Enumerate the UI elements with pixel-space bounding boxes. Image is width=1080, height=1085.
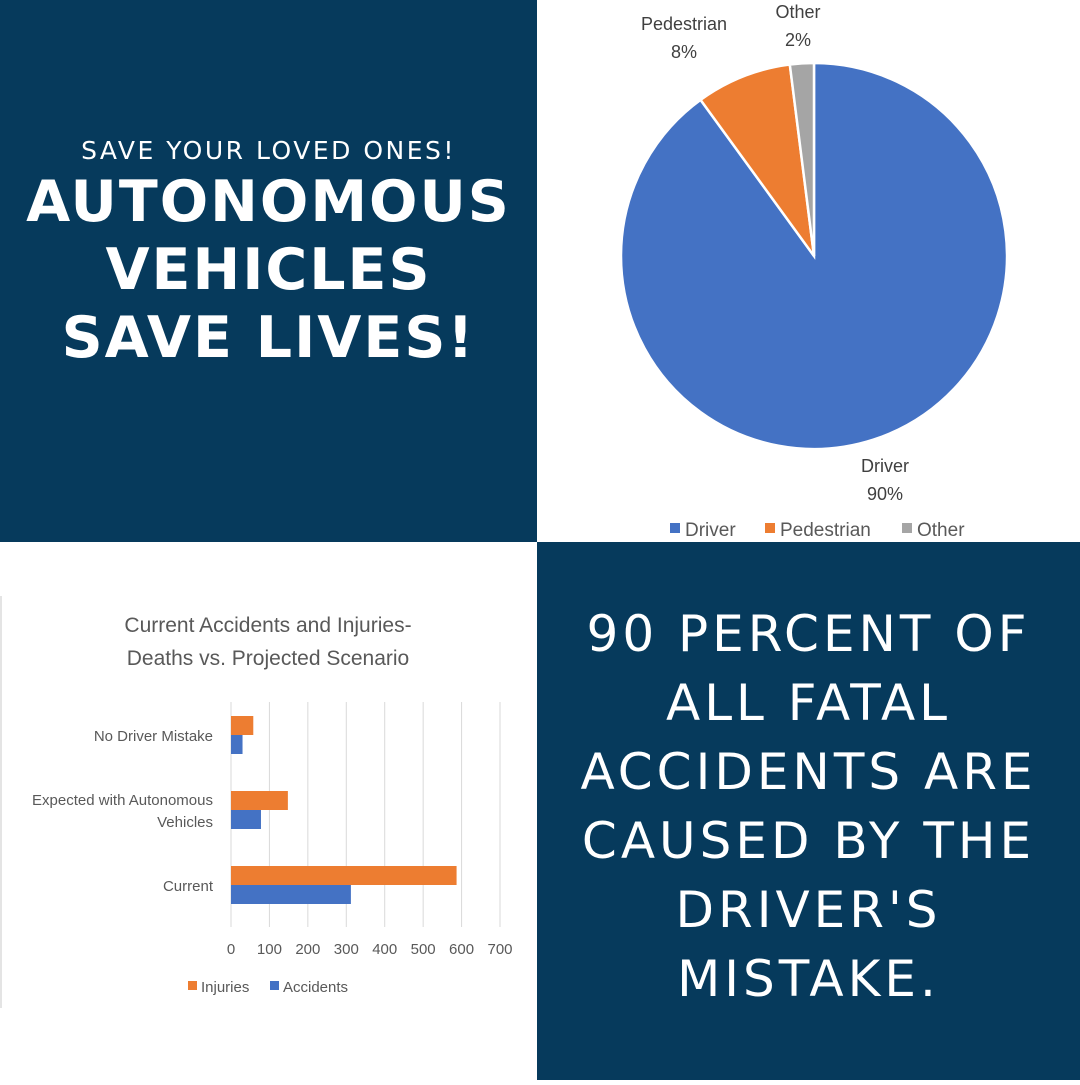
statement-line: ALL FATAL — [665, 674, 952, 732]
legend-swatch-pedestrian — [765, 523, 775, 533]
chart-border — [0, 596, 2, 1008]
x-tick-label: 500 — [411, 941, 436, 958]
legend-label: Driver — [685, 520, 736, 541]
statement-line: CAUSED BY THE — [581, 812, 1036, 870]
headline: AUTONOMOUS VEHICLES SAVE LIVES! — [0, 168, 537, 372]
x-tick-label: 300 — [334, 941, 359, 958]
headline-line: VEHICLES — [105, 237, 432, 303]
category-label: Current — [163, 878, 214, 895]
legend-swatch-accidents — [270, 981, 279, 990]
bar-accidents — [231, 885, 351, 904]
bar-injuries — [231, 716, 254, 735]
legend-swatch-driver — [670, 523, 680, 533]
legend-label: Injuries — [201, 979, 249, 996]
legend-swatch-other — [902, 523, 912, 533]
headline-line: AUTONOMOUS — [26, 169, 511, 235]
category-label: Expected with Autonomous — [32, 792, 213, 809]
statement-line: DRIVER'S — [675, 881, 942, 939]
x-tick-label: 700 — [487, 941, 512, 958]
pie-slice-other — [788, 61, 816, 257]
pie-label-value: 8% — [671, 42, 697, 62]
bar-chart: Current Accidents and Injuries- Deaths vs… — [32, 614, 512, 996]
headline-panel: SAVE YOUR LOVED ONES! AUTONOMOUS VEHICLE… — [0, 0, 537, 542]
bar-accidents — [231, 810, 261, 829]
bar-injuries — [231, 866, 457, 885]
x-tick-label: 400 — [372, 941, 397, 958]
x-tick-label: 0 — [227, 941, 235, 958]
category-label: No Driver Mistake — [94, 728, 213, 745]
x-tick-label: 200 — [295, 941, 320, 958]
legend-swatch-injuries — [188, 981, 197, 990]
statement-line: 90 PERCENT OF — [586, 605, 1031, 663]
pie-slice-pedestrian — [698, 63, 816, 257]
tagline: SAVE YOUR LOVED ONES! — [81, 136, 456, 165]
pie-chart: Driver 90% Pedestrian 8% Other 2% Driver Pedes… — [619, 2, 1009, 541]
pie-label-name: Driver — [861, 456, 909, 476]
x-tick-label: 600 — [449, 941, 474, 958]
category-label: Vehicles — [157, 814, 213, 831]
pie-label-name: Pedestrian — [641, 14, 727, 34]
statement-panel: 90 PERCENT OF ALL FATAL ACCIDENTS ARE CA… — [537, 542, 1080, 1080]
bar-chart-title: Deaths vs. Projected Scenario — [127, 647, 409, 670]
legend-label: Pedestrian — [780, 520, 871, 541]
pie-label-name: Other — [775, 2, 820, 22]
bar-chart-panel: Current Accidents and Injuries- Deaths vs… — [0, 542, 537, 1080]
headline-line: SAVE LIVES! — [61, 305, 476, 371]
pie-label-value: 2% — [785, 30, 811, 50]
legend-label: Other — [917, 520, 965, 541]
pie-chart-panel: Driver 90% Pedestrian 8% Other 2% Driver Pedes… — [537, 0, 1080, 542]
bar-accidents — [231, 735, 243, 754]
x-tick-label: 100 — [257, 941, 282, 958]
statement-line: ACCIDENTS ARE — [580, 743, 1037, 801]
statement: 90 PERCENT OF ALL FATAL ACCIDENTS ARE CA… — [537, 600, 1080, 1014]
bar-injuries — [231, 791, 288, 810]
bar-chart-title: Current Accidents and Injuries- — [124, 614, 411, 637]
pie-label-value: 90% — [867, 484, 903, 504]
legend-label: Accidents — [283, 979, 348, 996]
statement-line: MISTAKE. — [677, 950, 940, 1008]
